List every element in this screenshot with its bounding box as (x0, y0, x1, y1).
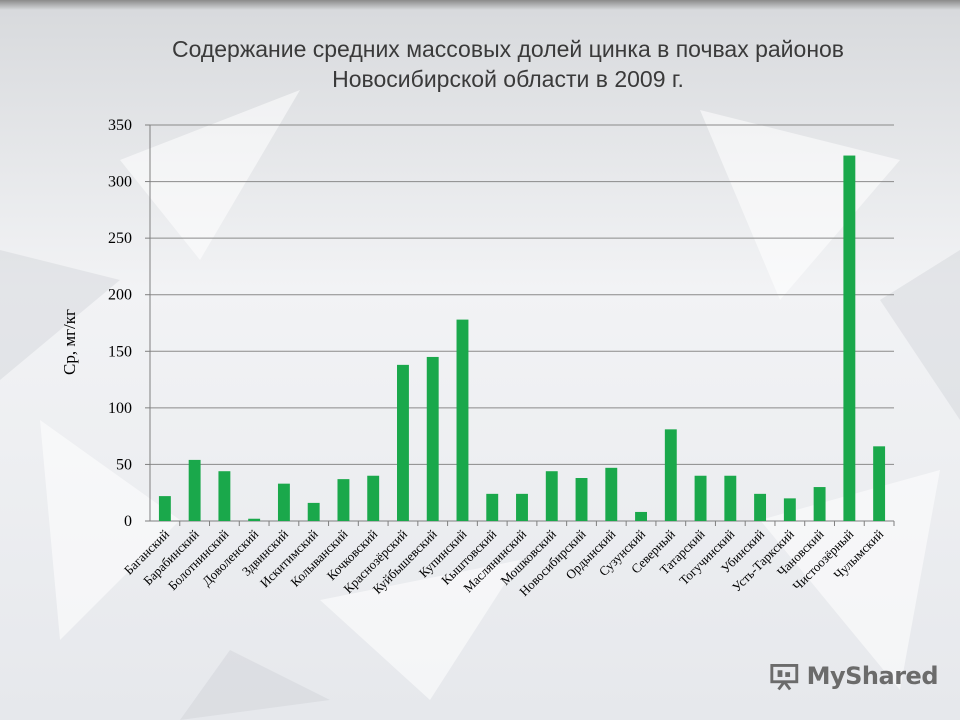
bar (397, 364, 409, 521)
bar (694, 475, 707, 521)
presentation-icon (770, 664, 799, 691)
y-axis-label: Ср, мг/кг (60, 308, 79, 376)
slide-title: Содержание средних массовых долей цинка … (60, 34, 956, 94)
bar (813, 487, 826, 521)
bar (277, 483, 290, 521)
bar (337, 479, 350, 521)
bar (664, 429, 677, 521)
y-tick-label: 150 (108, 343, 132, 360)
bar (516, 493, 528, 521)
bar (367, 475, 380, 521)
bar (456, 319, 469, 521)
y-tick-label: 0 (124, 513, 132, 530)
bar (873, 446, 886, 521)
bar (635, 511, 647, 521)
y-tick-label: 100 (108, 400, 132, 417)
bar (158, 496, 171, 521)
title-line-2: Новосибирской области в 2009 г. (332, 66, 684, 92)
y-tick-label: 50 (116, 456, 132, 473)
watermark: MyShared (768, 656, 939, 696)
bar (724, 475, 737, 521)
bar (307, 502, 320, 521)
y-tick-label: 200 (108, 287, 132, 304)
bar (605, 467, 618, 521)
y-tick-label: 350 (108, 117, 132, 134)
bar (843, 155, 856, 521)
bar (545, 471, 558, 521)
bar (575, 478, 588, 521)
bar (486, 493, 499, 521)
y-tick-label: 300 (108, 174, 132, 191)
watermark-text: MyShared (806, 662, 939, 690)
bar (426, 356, 439, 521)
title-line-1: Содержание средних массовых долей цинка … (171, 36, 845, 62)
bar (783, 498, 796, 521)
bar (754, 493, 767, 521)
bar (248, 518, 261, 521)
y-tick-label: 250 (108, 230, 132, 247)
bar (218, 471, 231, 521)
bar (188, 459, 201, 521)
